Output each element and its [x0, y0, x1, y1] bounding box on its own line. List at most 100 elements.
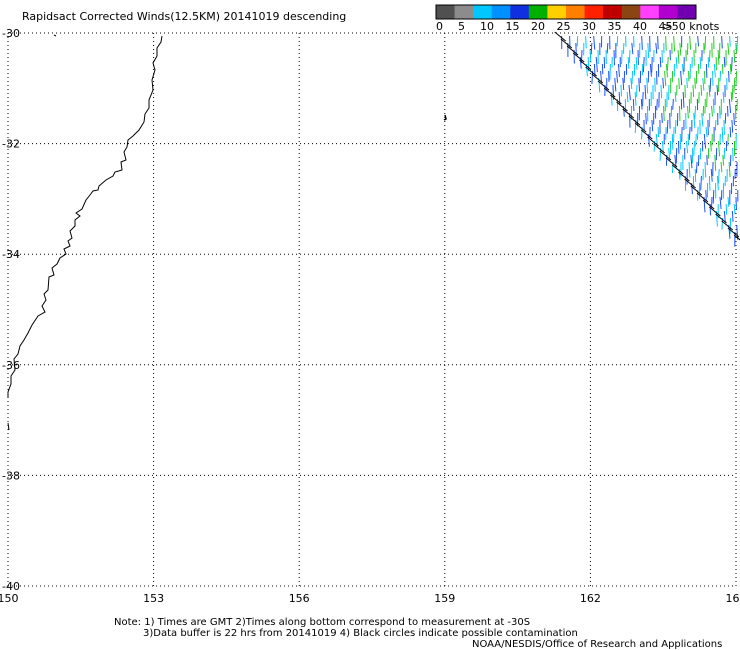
colorbar-label: 20 [531, 20, 545, 33]
colorbar-label: 5 [458, 20, 465, 33]
colorbar-label: 10 [480, 20, 494, 33]
wind-barb [688, 126, 691, 140]
wind-barb [657, 35, 659, 50]
wind-barb [719, 105, 721, 119]
wind-vectors [554, 31, 740, 247]
wind-barb [729, 126, 732, 138]
wind-barb [708, 49, 711, 62]
wind-barb [666, 119, 669, 134]
wind-barb [700, 84, 703, 96]
colorbar-segment [640, 5, 660, 19]
flagged-wind-barb [554, 31, 566, 42]
wind-barb [731, 119, 734, 133]
wind-barb [635, 56, 638, 70]
colorbar-label: >50 knots [663, 20, 720, 33]
latitude-label: -36 [2, 359, 20, 372]
wind-barb [616, 70, 618, 83]
wind-barb [661, 140, 664, 153]
wind-barb [585, 35, 587, 49]
wind-barb [685, 140, 689, 154]
wind-barb [688, 161, 691, 178]
wind-barb [700, 175, 702, 191]
wind-barb [671, 133, 674, 150]
colorbar-segment [603, 5, 623, 19]
longitude-labels: 150 153 156 159 162 165 [0, 592, 740, 605]
wind-barb [729, 63, 732, 75]
wind-barb [664, 70, 667, 86]
wind-barb [677, 49, 680, 64]
wind-barb [634, 91, 637, 106]
wind-barb [627, 56, 630, 69]
wind-barb [681, 63, 684, 75]
wind-barb [711, 105, 713, 117]
wind-barb [661, 112, 663, 124]
wind-barb [697, 35, 700, 47]
longitude-label: 159 [434, 592, 455, 605]
map-title: Rapidsact Corrected Winds(12.5KM) 201410… [22, 10, 346, 23]
flagged-wind-barb [659, 150, 672, 161]
wind-barb [717, 168, 720, 184]
wind-barb [628, 49, 631, 64]
wind-barb [640, 98, 643, 110]
wind-barb [703, 196, 706, 213]
wind-barb [708, 84, 711, 97]
wind-barb [645, 112, 647, 125]
wind-barb [631, 70, 634, 85]
colorbar-segment [677, 5, 697, 19]
wind-barb [722, 91, 725, 103]
latitude-label: -30 [2, 27, 20, 40]
wind-barb [580, 49, 583, 64]
wind-barb [644, 84, 647, 100]
wind-barb [721, 35, 723, 49]
wind-barb [709, 77, 712, 93]
colorbar-segment [510, 5, 530, 19]
wind-barb [701, 112, 704, 127]
wind-barb [589, 49, 592, 63]
wind-barb [721, 126, 724, 143]
colorbar-label: 40 [633, 20, 647, 33]
latitude-label: -40 [2, 580, 20, 593]
flagged-wind-barb [647, 136, 659, 147]
wind-barb [728, 98, 732, 114]
wind-barb [682, 91, 685, 108]
wind-barb [692, 84, 695, 98]
wind-barb [703, 133, 707, 149]
flagged-wind-barb [628, 115, 641, 126]
wind-barb [642, 91, 644, 107]
flagged-wind-barb [572, 52, 585, 63]
wind-barb [657, 126, 660, 138]
wind-barb [641, 35, 643, 50]
flagged-wind-barb [591, 73, 604, 84]
latitude-label: -32 [2, 138, 20, 151]
latitude-labels: -30 -32 -34 -36 -38 -40 [2, 27, 20, 593]
latitude-label: -34 [2, 248, 20, 261]
flagged-wind-barb [597, 80, 610, 91]
wind-barb [660, 84, 663, 99]
colorbar-segment [658, 5, 678, 19]
wind-barb [647, 42, 650, 59]
wind-barb [642, 56, 645, 73]
longitude-label: 153 [143, 592, 164, 605]
wind-barb [735, 70, 738, 86]
wind-barb [593, 63, 596, 76]
flagged-wind-barb [715, 213, 727, 224]
wind-barb [708, 175, 711, 191]
wind-barb [631, 42, 634, 55]
wind-speed-colorbar [435, 4, 697, 20]
wind-barb [719, 196, 722, 209]
wind-barb [721, 63, 724, 74]
wind-barb [714, 119, 717, 131]
wind-barb [678, 77, 680, 90]
colorbar-segment [528, 5, 548, 19]
wind-barb [675, 56, 678, 69]
wind-barb [680, 70, 683, 86]
wind-barb [694, 105, 697, 119]
wind-barb [632, 98, 635, 112]
wind-barb [655, 42, 658, 54]
flagged-wind-barb [634, 122, 647, 133]
flagged-wind-barb [690, 185, 703, 196]
longitude-label: 165 [726, 592, 740, 605]
wind-barb [716, 175, 719, 191]
wind-barb [733, 77, 736, 93]
flagged-wind-barb [616, 101, 628, 112]
